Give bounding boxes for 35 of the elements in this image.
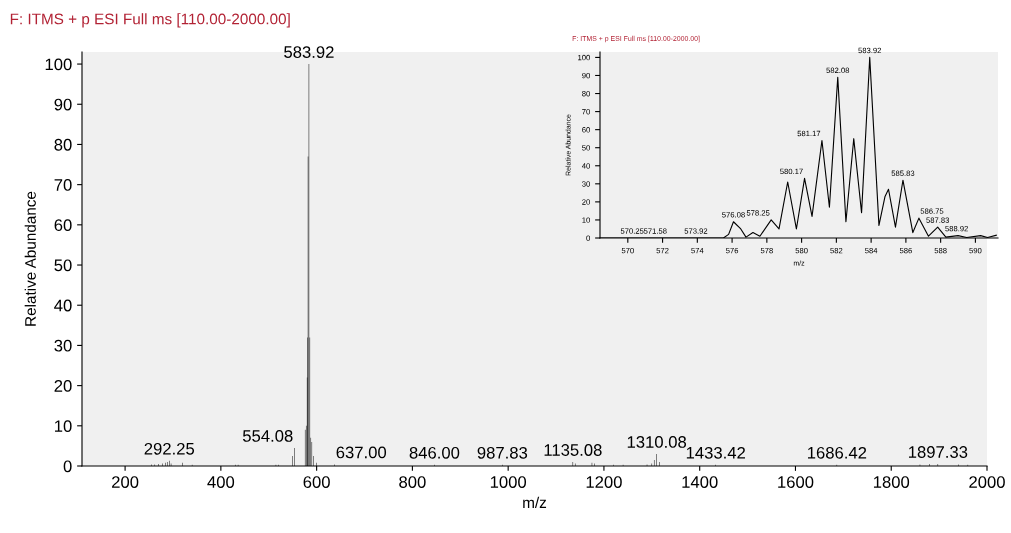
y-tick-label: 10 [55, 420, 72, 433]
y-tick-label: 40 [54, 299, 72, 312]
x-tick-label: 1200 [586, 476, 622, 488]
x-tick-label: 1600 [778, 476, 814, 488]
x-tick-label: 200 [112, 476, 139, 488]
y-tick-label: 70 [54, 179, 72, 191]
annotation: 554.08 [242, 430, 293, 442]
y-tick-label: 20 [54, 380, 72, 392]
annotation: 987.83 [477, 446, 528, 459]
annotation: 1135.08 [544, 444, 602, 456]
y-tick-label: 0 [63, 460, 72, 473]
x-tick-label: 800 [399, 476, 426, 488]
annotation: 1310.08 [627, 436, 687, 448]
y-tick-label: 100 [45, 58, 72, 71]
annotation: 1686.42 [808, 446, 867, 459]
x-tick-label: 600 [303, 476, 330, 488]
annotation: 1897.33 [908, 446, 968, 458]
x-tick-label: 1000 [490, 476, 527, 488]
x-tick-label: 1800 [873, 476, 910, 488]
y-axis-title: Relative Abundance [24, 191, 36, 326]
x-axis-title: m/z [523, 496, 547, 509]
y-tick-label: 50 [54, 259, 72, 272]
annotation: 583.92 [284, 46, 334, 58]
y-tick-label: 90 [54, 98, 72, 111]
x-tick-label: 1400 [682, 476, 718, 488]
chart-title: F: ITMS + p ESI Full ms [110.00-2000.00] [10, 13, 290, 28]
x-tick-label: 400 [207, 476, 235, 488]
x-tick-label: 2000 [969, 476, 1005, 488]
annotation: 846.00 [409, 446, 460, 459]
annotation: 1433.42 [686, 446, 745, 459]
annotation: 292.25 [144, 442, 195, 455]
annotation: 637.00 [336, 446, 387, 459]
y-tick-label: 60 [54, 219, 72, 232]
y-tick-label: 80 [54, 138, 72, 151]
y-tick-label: 30 [54, 339, 72, 352]
